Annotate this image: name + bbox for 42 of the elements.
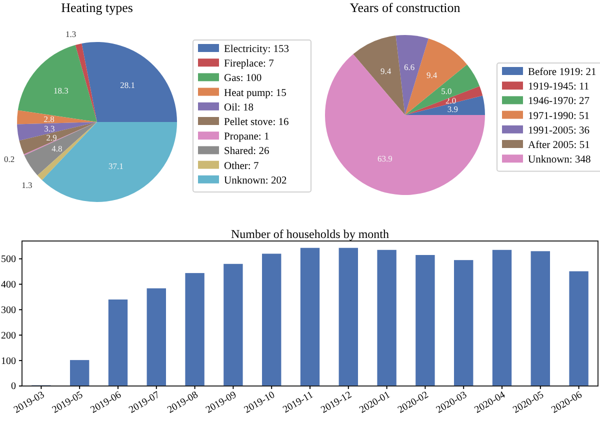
legend-label: 1919-1945: 11 — [528, 82, 590, 93]
y-tick-label: 300 — [1, 304, 16, 316]
legend-label: Electricity: 153 — [224, 44, 290, 55]
legend-label: Pellet stove: 16 — [224, 117, 289, 128]
data-label: 28.1 — [120, 80, 135, 90]
data-label: 3.3 — [44, 123, 55, 134]
legend-label: Gas: 100 — [224, 73, 262, 84]
legend-label: Fireplace: 7 — [224, 58, 274, 70]
legend-label: Shared: 26 — [224, 146, 270, 158]
data-label: 4.8 — [52, 143, 62, 154]
data-label: 6.6 — [404, 62, 415, 72]
legend-label: Other: 7 — [224, 160, 259, 172]
legend-label: Oil: 18 — [224, 102, 254, 114]
legend-label: Heat pump: 15 — [224, 88, 286, 99]
legend-label: 1991-2005: 36 — [528, 125, 590, 136]
data-label: 5.0 — [441, 86, 452, 96]
chart-title: Number of households by month — [231, 227, 389, 241]
chart-title: Heating types — [61, 0, 133, 15]
legend-label: Before 1919: 21 — [528, 67, 596, 78]
data-label: 1.3 — [65, 29, 76, 40]
legend-label: Unknown: 202 — [224, 175, 287, 186]
y-tick-label: 400 — [1, 279, 16, 290]
y-tick-label: 200 — [1, 330, 16, 342]
data-label: 1.3 — [22, 180, 32, 190]
legend-label: Propane: 1 — [224, 132, 270, 143]
data-label: 18.3 — [54, 85, 68, 96]
legend-label: Unknown: 348 — [528, 154, 591, 166]
data-label: 9.4 — [380, 66, 392, 76]
data-label: 2.8 — [44, 114, 54, 124]
data-label: 0.2 — [4, 154, 15, 164]
y-tick-label: 100 — [1, 356, 16, 367]
chart-title: Years of construction — [350, 0, 461, 15]
data-label: 37.1 — [108, 161, 124, 172]
data-label: 2.9 — [46, 132, 57, 142]
legend-label: 1946-1970: 27 — [528, 96, 590, 108]
data-label: 63.9 — [377, 154, 392, 164]
y-tick-label: 500 — [1, 254, 16, 266]
legend-label: 1971-1990: 51 — [528, 110, 590, 122]
data-label: 9.4 — [426, 70, 438, 80]
data-label: 3.9 — [447, 104, 458, 114]
y-tick-label: 0 — [11, 381, 16, 392]
legend-label: After 2005: 51 — [528, 140, 590, 151]
